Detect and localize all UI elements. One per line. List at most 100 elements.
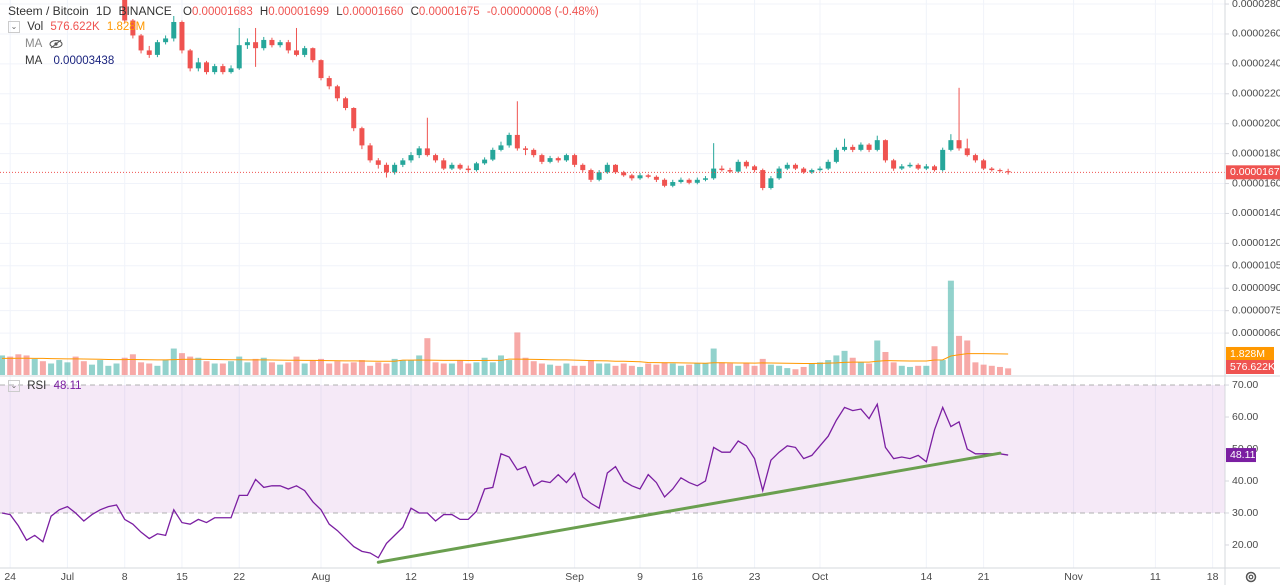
volume-ma-value: 1.828M — [106, 21, 146, 34]
candle-body — [138, 35, 144, 51]
volume-bar — [702, 363, 709, 375]
o-value: 0.00001683 — [191, 6, 253, 18]
x-tick-label: 23 — [749, 571, 761, 583]
volume-bar — [988, 365, 995, 375]
volume-bar — [105, 365, 112, 375]
volume-value: 576.622K — [50, 21, 100, 34]
x-tick-label: 24 — [4, 571, 16, 583]
volume-bar — [939, 360, 946, 375]
candle-body — [367, 145, 373, 161]
volume-bar — [138, 362, 145, 375]
candle-body — [473, 163, 479, 171]
volume-bar — [236, 356, 243, 375]
volume-bar — [146, 363, 153, 375]
candle-body — [163, 38, 169, 43]
ma-name: MA — [25, 55, 43, 67]
volume-bar — [416, 355, 423, 375]
o-label: O — [183, 6, 192, 18]
volume-bar — [391, 358, 398, 375]
volume-bar — [219, 363, 226, 375]
candle-body — [482, 159, 488, 164]
candle-body — [801, 168, 807, 173]
volume-bar — [808, 363, 815, 375]
volume-bar — [792, 369, 799, 375]
candle-body — [514, 134, 520, 149]
volume-bar — [915, 365, 922, 375]
candle-body — [596, 172, 602, 180]
candle-body — [269, 39, 275, 46]
x-tick-label: 9 — [637, 571, 643, 583]
candle-body — [588, 170, 594, 180]
volume-bar — [628, 365, 635, 375]
volume-bar — [669, 363, 676, 375]
volume-bar — [39, 361, 46, 375]
rsi-value: 48.11 — [53, 380, 82, 393]
volume-bar — [80, 361, 87, 375]
volume-bar — [964, 340, 971, 375]
candle-body — [842, 146, 848, 150]
volume-bar — [857, 362, 864, 375]
volume-bar — [195, 357, 202, 375]
collapse-toggle[interactable]: ⌄ — [8, 21, 20, 33]
volume-ma-tag: 1.828M — [1230, 348, 1265, 360]
volume-bar — [776, 365, 783, 375]
volume-bar — [31, 358, 38, 375]
collapse-toggle[interactable]: ⌄ — [8, 380, 20, 392]
volume-bar — [432, 362, 439, 375]
candle-body — [204, 62, 209, 73]
candle-body — [154, 42, 160, 55]
volume-bar — [334, 361, 341, 375]
volume-tag: 576.622K — [1230, 361, 1275, 373]
candle-body — [866, 144, 872, 150]
c-value: 0.00001675 — [418, 6, 480, 18]
candle-body — [253, 42, 259, 49]
volume-bar — [906, 366, 913, 375]
volume-bar — [187, 356, 194, 375]
x-tick-label: 18 — [1207, 571, 1219, 583]
volume-bar — [694, 363, 701, 375]
x-tick-label: 8 — [122, 571, 128, 583]
candle-body — [318, 60, 324, 79]
volume-bar — [301, 363, 308, 375]
gear-hub[interactable] — [1248, 574, 1254, 580]
gear[interactable] — [1245, 571, 1257, 583]
rsi-band — [0, 385, 1225, 513]
volume-bar — [15, 354, 22, 375]
candle-body — [302, 48, 308, 55]
candle-body — [981, 160, 987, 169]
candle-body — [760, 170, 766, 189]
volume-bar — [538, 363, 545, 375]
volume-bar — [383, 363, 390, 375]
volume-bar — [497, 355, 504, 375]
candle-body — [825, 161, 831, 169]
x-tick-label: Sep — [565, 571, 584, 583]
symbol[interactable]: Steem / Bitcoin — [8, 4, 89, 18]
interval[interactable]: 1D — [95, 4, 112, 18]
candle-body — [212, 66, 218, 73]
volume-bar — [23, 355, 30, 375]
volume-bar — [473, 362, 480, 375]
settings-icon[interactable] — [1245, 571, 1257, 583]
last-price-tag-bg — [1226, 165, 1280, 180]
candle-body — [580, 164, 586, 171]
candle-body — [392, 164, 398, 173]
h-label: H — [259, 6, 269, 18]
volume-bar — [522, 357, 529, 375]
volume-bar — [612, 365, 619, 375]
candle-body — [613, 164, 618, 173]
volume-bar — [309, 360, 316, 375]
eye-icon[interactable] — [49, 39, 63, 49]
volume-bar — [637, 366, 644, 375]
x-tick-label: Aug — [312, 571, 331, 583]
volume-bar — [203, 361, 210, 375]
candle-body — [702, 178, 708, 180]
volume-bar — [408, 360, 414, 375]
candle-body — [678, 179, 684, 183]
candle-body — [752, 166, 758, 171]
